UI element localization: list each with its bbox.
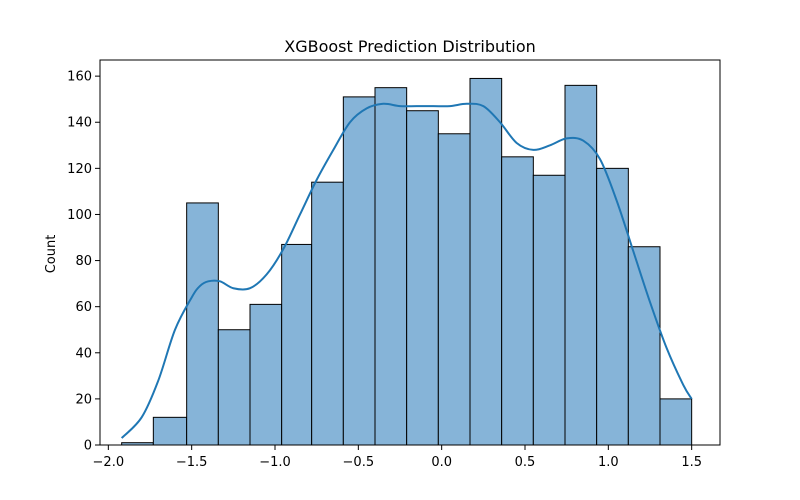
histogram-bar-10 — [437, 133, 471, 446]
histogram-bar-17 — [659, 398, 693, 446]
histogram-bar-3 — [217, 329, 251, 446]
histogram-bar-6 — [311, 181, 344, 446]
kde-curve-group — [120, 102, 693, 439]
histogram-bar-5 — [281, 243, 313, 446]
y-tick-label-8: 160 — [67, 70, 92, 85]
histogram-bar-13 — [532, 174, 566, 446]
histogram-bar-11 — [469, 77, 503, 446]
y-tick-label-2: 40 — [75, 346, 92, 361]
histogram-bar-2 — [186, 202, 219, 446]
x-tick-label-5: 0.5 — [515, 455, 536, 470]
histogram-bar-15 — [596, 167, 629, 446]
y-tick-label-6: 120 — [67, 162, 92, 177]
histogram-bar-9 — [406, 110, 439, 446]
x-tick-label-7: 1.5 — [681, 455, 702, 470]
histogram-bar-12 — [501, 156, 534, 446]
histogram-bar-16 — [627, 246, 661, 446]
y-tick-label-5: 100 — [67, 208, 92, 223]
histogram-bar-1 — [152, 416, 188, 446]
kde-curve-line — [120, 102, 693, 439]
y-tick-label-7: 140 — [67, 116, 92, 131]
histogram-bar-4 — [249, 303, 283, 446]
histogram-bars — [121, 77, 693, 446]
x-tick-label-6: 1.0 — [598, 455, 619, 470]
y-tick-label-4: 80 — [75, 254, 92, 269]
histogram-bar-8 — [374, 87, 408, 446]
axes-frame — [99, 59, 721, 446]
y-tick-label-3: 60 — [75, 300, 92, 315]
chart-title: XGBoost Prediction Distribution — [284, 37, 536, 56]
x-tick-label-3: −0.5 — [343, 455, 375, 470]
histogram-bar-7 — [342, 96, 376, 446]
x-tick-label-2: −1.0 — [259, 455, 291, 470]
histogram-bar-14 — [564, 84, 598, 446]
y-tick-label-0: 0 — [84, 439, 92, 454]
x-tick-label-4: 0.0 — [431, 455, 452, 470]
x-tick-label-1: −1.5 — [176, 455, 208, 470]
x-tick-label-0: −2.0 — [93, 455, 125, 470]
y-axis-ticks: 0 20 40 60 80 100 120 140 160 — [67, 70, 100, 454]
x-axis-ticks: −2.0 −1.5 −1.0 −0.5 0.0 0.5 1.0 1.5 — [93, 445, 702, 470]
y-axis-label: Count — [44, 235, 59, 274]
y-tick-label-1: 20 — [75, 392, 92, 407]
